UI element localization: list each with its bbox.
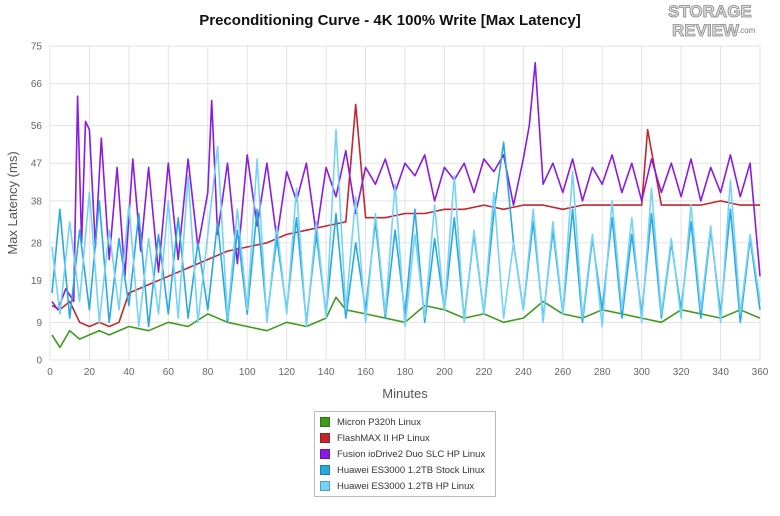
logo-suffix: .com: [738, 26, 756, 35]
legend-label: FlashMAX II HP Linux: [337, 432, 430, 444]
x-tick-label: 320: [673, 367, 690, 378]
legend-swatch: [320, 433, 330, 443]
legend-label: Huawei ES3000 1.2TB Stock Linux: [337, 464, 485, 476]
x-tick-label: 80: [202, 367, 214, 378]
legend-item: Huawei ES3000 1.2TB Stock Linux: [315, 462, 495, 478]
logo-line1: STORAGE: [668, 2, 752, 21]
x-axis-label: Minutes: [382, 386, 428, 400]
x-tick-label: 360: [752, 367, 769, 378]
y-tick-label: 56: [31, 121, 43, 132]
y-tick-label: 9: [36, 318, 42, 329]
logo-line2: REVIEW: [672, 21, 740, 40]
y-tick-label: 28: [31, 238, 43, 249]
legend-swatch: [320, 481, 330, 491]
legend-label: Huawei ES3000 1.2TB HP Linux: [337, 480, 475, 492]
series-line-5: [51, 128, 761, 328]
x-tick-label: 160: [357, 367, 374, 378]
x-tick-label: 140: [318, 367, 335, 378]
y-tick-label: 75: [31, 42, 43, 53]
legend-swatch: [320, 449, 330, 459]
storagereview-logo: STORAGE REVIEW .com: [668, 2, 756, 41]
x-tick-label: 100: [239, 367, 256, 378]
series-lines: [51, 61, 761, 349]
x-tick-label: 120: [278, 367, 295, 378]
legend-item: Micron P320h Linux: [315, 414, 495, 430]
x-tick-label: 180: [397, 367, 414, 378]
x-tick-label: 40: [123, 367, 135, 378]
x-tick-label: 260: [554, 367, 571, 378]
y-tick-label: 19: [31, 276, 43, 287]
legend-item: Huawei ES3000 1.2TB HP Linux: [315, 478, 495, 494]
x-tick-label: 0: [47, 367, 53, 378]
x-tick-label: 280: [594, 367, 611, 378]
x-tick-label: 200: [436, 367, 453, 378]
series-line-3: [51, 61, 761, 311]
legend-item: Fusion ioDrive2 Duo SLC HP Linux: [315, 446, 495, 462]
y-tick-label: 0: [36, 356, 42, 367]
y-tick-label: 47: [31, 159, 43, 170]
legend-swatch: [320, 465, 330, 475]
x-tick-label: 340: [712, 367, 729, 378]
legend-swatch: [320, 417, 330, 427]
x-tick-label: 300: [633, 367, 650, 378]
legend-label: Fusion ioDrive2 Duo SLC HP Linux: [337, 448, 486, 460]
x-tick-label: 240: [515, 367, 532, 378]
axes: 0 9 19 28 38 47 56 66 75 0 20 40 60 80 100 120 140 160 180…: [5, 42, 769, 401]
legend: Micron P320h Linux FlashMAX II HP Linux Fu…: [314, 411, 496, 497]
series-line-4: [51, 141, 761, 328]
chart-plot: 0 9 19 28 38 47 56 66 75 0 20 40 60 80 100 120 140 160 180…: [5, 42, 769, 401]
chart-title: Preconditioning Curve - 4K 100% Write [M…: [199, 12, 581, 29]
series-line-2: [51, 103, 760, 328]
legend-item: FlashMAX II HP Linux: [315, 430, 495, 446]
legend-label: Micron P320h Linux: [337, 416, 421, 428]
y-axis-label: Max Latency (ms): [5, 151, 20, 254]
x-tick-label: 60: [163, 367, 175, 378]
x-tick-label: 220: [476, 367, 493, 378]
y-tick-label: 38: [31, 196, 43, 207]
y-tick-label: 66: [31, 79, 43, 90]
x-tick-label: 20: [84, 367, 96, 378]
